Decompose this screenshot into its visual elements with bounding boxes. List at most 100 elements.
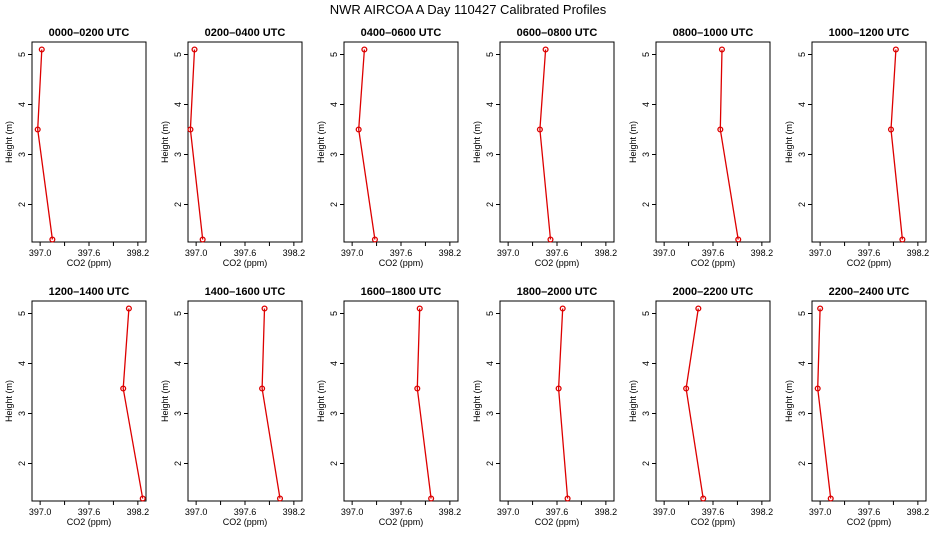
data-point [199, 236, 206, 243]
y-tick-label: 4 [17, 102, 27, 107]
panel-title: 1000–1200 UTC [829, 27, 910, 39]
x-axis-label: CO2 (ppm) [223, 517, 268, 527]
x-tick-label: 398.2 [127, 507, 150, 517]
data-point [899, 236, 906, 243]
y-tick-label: 2 [329, 461, 339, 466]
data-point [542, 46, 549, 53]
data-point [120, 385, 127, 392]
co2-profile-line [189, 49, 204, 240]
y-tick-label: 2 [17, 461, 27, 466]
y-tick-label: 4 [641, 102, 651, 107]
x-tick-label: 397.6 [390, 507, 413, 517]
panel-4: 0600–0800 UTC 397.0 397.6 398.2 2 3 4 5 CO2 (ppm… [472, 27, 617, 268]
y-tick-label: 5 [485, 52, 495, 57]
panel-title: 1800–2000 UTC [517, 286, 598, 298]
data-point [361, 46, 368, 53]
data-point [259, 385, 266, 392]
y-tick-label: 3 [641, 411, 651, 416]
data-point [187, 126, 194, 133]
x-tick-label: 397.6 [78, 248, 101, 258]
data-point [817, 305, 824, 312]
data-point [814, 385, 821, 392]
x-tick-label: 397.6 [546, 507, 569, 517]
y-tick-label: 2 [485, 461, 495, 466]
data-point [892, 46, 899, 53]
y-tick-label: 3 [329, 411, 339, 416]
plot-frame [655, 300, 771, 502]
y-tick-label: 3 [797, 152, 807, 157]
panel-8: 1400–1600 UTC 397.0 397.6 398.2 2 3 4 5 CO2 (ppm… [160, 286, 305, 527]
co2-profile-line [817, 308, 832, 499]
data-point [416, 305, 423, 312]
y-tick-label: 2 [173, 202, 183, 207]
y-tick-label: 4 [797, 361, 807, 366]
y-tick-label: 5 [797, 311, 807, 316]
panel-11: 2000–2200 UTC 397.0 397.6 398.2 2 3 4 5 CO2 (ppm… [628, 286, 773, 527]
y-tick-label: 2 [797, 461, 807, 466]
y-tick-label: 3 [329, 152, 339, 157]
panel-title: 2200–2400 UTC [829, 286, 910, 298]
y-tick-label: 2 [485, 202, 495, 207]
panel-3: 0400–0600 UTC 397.0 397.6 398.2 2 3 4 5 CO2 (ppm… [316, 27, 461, 268]
x-tick-label: 398.2 [127, 248, 150, 258]
panel-title: 1200–1400 UTC [49, 286, 130, 298]
x-tick-label: 397.0 [185, 248, 208, 258]
y-axis-label: Height (m) [472, 380, 482, 422]
plot-frame [811, 41, 927, 243]
data-point [38, 46, 45, 53]
y-tick-label: 4 [329, 102, 339, 107]
x-tick-label: 397.0 [341, 507, 364, 517]
panel-title: 0000–0200 UTC [49, 27, 130, 39]
x-tick-label: 398.2 [595, 248, 618, 258]
y-tick-label: 5 [641, 311, 651, 316]
x-axis-label: CO2 (ppm) [535, 258, 580, 268]
data-point [718, 46, 726, 53]
y-axis-label: Height (m) [628, 121, 638, 163]
y-tick-label: 3 [17, 152, 27, 157]
co2-profile-line [358, 49, 376, 240]
x-tick-label: 397.6 [858, 248, 881, 258]
data-point [717, 126, 724, 133]
co2-profile-line [557, 308, 569, 499]
y-tick-label: 3 [485, 411, 495, 416]
plot-frame [811, 300, 927, 502]
data-point [555, 385, 562, 392]
x-axis-label: CO2 (ppm) [535, 517, 580, 527]
co2-profile-line [37, 49, 54, 240]
data-point [125, 305, 132, 312]
y-axis-label: Height (m) [316, 380, 326, 422]
y-tick-label: 4 [797, 102, 807, 107]
y-tick-label: 3 [797, 411, 807, 416]
y-tick-label: 5 [641, 52, 651, 57]
x-tick-label: 397.0 [341, 248, 364, 258]
panel-2: 0200–0400 UTC 397.0 397.6 398.2 2 3 4 5 CO2 (ppm… [160, 27, 305, 268]
plot-frame [499, 41, 615, 243]
y-tick-label: 2 [17, 202, 27, 207]
panel-12: 2200–2400 UTC 397.0 397.6 398.2 2 3 4 5 CO2 (ppm… [784, 286, 929, 527]
data-point [276, 495, 284, 502]
panel-title: 0400–0600 UTC [361, 27, 442, 39]
data-point [414, 385, 421, 392]
data-point [355, 126, 362, 133]
y-tick-label: 4 [173, 361, 183, 366]
data-point [428, 495, 435, 502]
y-tick-label: 3 [173, 152, 183, 157]
y-tick-label: 5 [485, 311, 495, 316]
data-point [547, 236, 554, 243]
panel-10: 1800–2000 UTC 397.0 397.6 398.2 2 3 4 5 CO2 (ppm… [472, 286, 617, 527]
y-tick-label: 4 [485, 102, 495, 107]
x-axis-label: CO2 (ppm) [379, 258, 424, 268]
panel-title: 1400–1600 UTC [205, 286, 286, 298]
data-point [139, 495, 146, 502]
x-tick-label: 397.6 [78, 507, 101, 517]
panel-6: 1000–1200 UTC 397.0 397.6 398.2 2 3 4 5 CO2 (ppm… [784, 27, 929, 268]
x-tick-label: 397.6 [390, 248, 413, 258]
data-point [695, 305, 702, 312]
x-tick-label: 397.0 [497, 507, 520, 517]
x-tick-label: 398.2 [751, 248, 774, 258]
y-axis-label: Height (m) [4, 121, 14, 163]
x-tick-label: 397.0 [653, 507, 676, 517]
y-tick-label: 4 [329, 361, 339, 366]
y-axis-label: Height (m) [784, 380, 794, 422]
